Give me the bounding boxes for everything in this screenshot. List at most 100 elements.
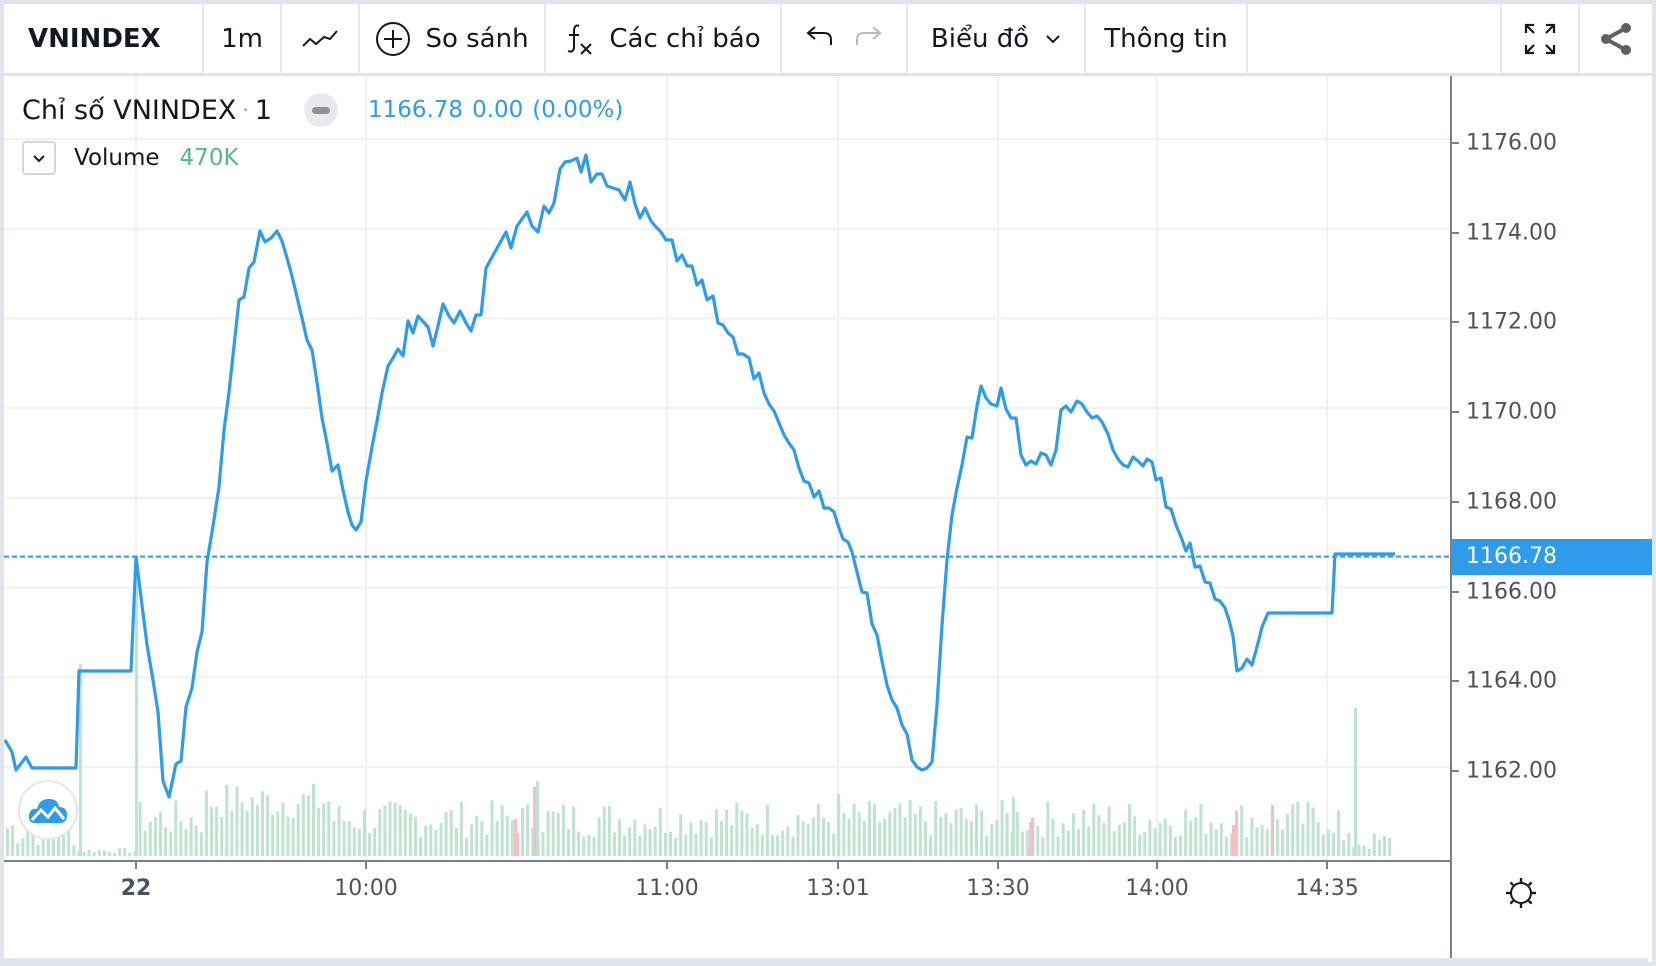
volume-bar [199,832,203,856]
price-scale[interactable] [1450,76,1452,962]
volume-bar [337,806,341,856]
volume-bar [903,817,907,856]
volume-bar [57,836,60,856]
volume-bar [444,811,448,856]
volume-bar [1301,823,1305,856]
volume-bar [480,821,484,856]
volume-bar [204,790,208,856]
volume-bar [924,821,927,856]
volume-bar [1092,803,1096,856]
volume-bar [1362,845,1366,856]
volume-bar [602,806,606,856]
volume-bar [67,821,71,856]
price-chart-plot[interactable] [4,76,1450,864]
volume-bar [776,835,780,856]
volume-bar [123,848,127,856]
volume-bar [79,664,82,856]
collapse-legend-button[interactable] [22,141,56,175]
volume-bar [1271,805,1274,856]
indicators-button[interactable]: Các chỉ báo [546,4,782,73]
price-tick [1452,500,1459,503]
volume-bar [674,837,678,856]
volume-bar [607,805,611,856]
volume-bar [174,800,178,856]
volume-bar [31,827,35,856]
symbol-search-button[interactable]: VNINDEX [4,4,204,73]
volume-bar [791,836,795,856]
volume-bar [1107,806,1111,856]
time-tick-label: 13:01 [806,876,870,901]
volume-bar [883,819,887,856]
hide-series-button[interactable] [303,93,338,127]
volume-bar [1031,817,1035,856]
volume-bar [378,808,382,856]
volume-bar [393,802,397,856]
volume-bar [822,817,825,856]
volume-bar [1041,837,1045,856]
price-tick [1452,231,1459,234]
volume-bar [796,815,800,856]
volume-bar [235,786,239,856]
volume-bar [949,823,953,856]
volume-bar [1235,810,1239,856]
undo-icon[interactable] [805,23,835,54]
info-label: Thông tin [1104,23,1228,54]
volume-bar [852,803,856,856]
volume-bar [908,800,912,856]
settings-gear-icon[interactable] [1504,876,1538,910]
fullscreen-button[interactable] [1500,4,1580,73]
info-button[interactable]: Thông tin [1086,4,1248,73]
volume-bar [189,817,193,856]
volume-bar [1000,800,1004,856]
volume-bar [1122,822,1126,856]
tradingview-logo-button[interactable] [18,780,78,840]
volume-bar [276,811,280,856]
chart-style-button[interactable] [282,4,360,73]
volume-bar [510,820,514,856]
top-toolbar: VNINDEX 1m So sánh Các chỉ báo [4,4,1652,76]
volume-bar [363,809,366,856]
symbol-label: VNINDEX [28,23,161,54]
volume-bar [475,815,479,856]
volume-bar [62,816,66,856]
redo-icon[interactable] [853,23,883,54]
line-chart-icon [302,29,338,47]
time-axis[interactable] [4,860,1450,862]
volume-bar [1184,809,1188,856]
volume-bar [21,838,25,856]
volume-bar [332,821,336,856]
series-values: 1166.78 0.00 (0.00%) [368,97,632,123]
volume-bar [388,801,392,856]
compare-button[interactable]: So sánh [360,4,546,73]
chart-menu-button[interactable]: Biểu đồ [908,4,1086,73]
volume-bar [1281,829,1284,856]
volume-bar [1189,820,1193,856]
volume-bar [317,807,321,856]
volume-bar [1015,812,1019,856]
undo-redo-group [782,4,908,73]
time-tick [837,862,839,869]
chevron-down-icon [1045,34,1061,44]
volume-bar [913,813,917,856]
volume-bar [102,850,106,856]
share-button[interactable] [1580,4,1652,73]
volume-bar [638,835,642,856]
volume-bar [939,816,943,856]
volume-bar [551,811,555,856]
volume-bar [1332,832,1335,856]
time-tick-label: 14:00 [1125,876,1189,901]
volume-bar [240,802,244,856]
plus-circle-icon [375,21,411,57]
volume-bar [725,809,729,856]
interval-button[interactable]: 1m [204,4,282,73]
volume-bar [1168,825,1172,856]
volume-bar [424,825,428,856]
price-line [4,153,1395,799]
volume-bar [663,832,667,856]
volume-bar [1005,812,1009,856]
volume-bar [225,784,229,856]
volume-bar [291,818,295,856]
volume-bar [1066,831,1070,856]
time-tick [666,862,668,869]
price-tick [1452,411,1459,414]
